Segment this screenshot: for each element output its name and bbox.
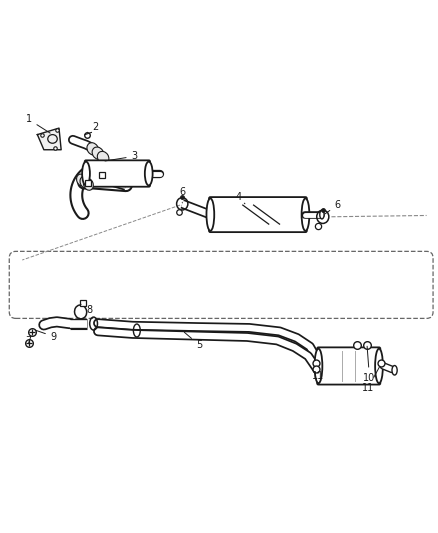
Text: 3: 3 bbox=[105, 151, 138, 161]
Ellipse shape bbox=[392, 366, 397, 375]
Ellipse shape bbox=[77, 174, 86, 186]
Text: 6: 6 bbox=[179, 187, 185, 203]
Ellipse shape bbox=[320, 211, 324, 219]
Ellipse shape bbox=[87, 143, 99, 155]
Ellipse shape bbox=[92, 147, 104, 159]
Text: 6: 6 bbox=[325, 200, 341, 214]
Ellipse shape bbox=[84, 179, 93, 190]
Polygon shape bbox=[37, 128, 61, 150]
Ellipse shape bbox=[80, 176, 90, 188]
Ellipse shape bbox=[206, 198, 214, 231]
Text: 10: 10 bbox=[364, 346, 376, 383]
Ellipse shape bbox=[82, 161, 90, 185]
Text: 8: 8 bbox=[81, 304, 92, 315]
Text: 1: 1 bbox=[26, 115, 50, 133]
FancyBboxPatch shape bbox=[317, 348, 380, 384]
Text: 4: 4 bbox=[235, 192, 245, 204]
Text: 5: 5 bbox=[184, 332, 203, 350]
Ellipse shape bbox=[302, 198, 309, 231]
Text: 11: 11 bbox=[362, 366, 380, 393]
Ellipse shape bbox=[145, 161, 152, 185]
Text: 9: 9 bbox=[35, 330, 57, 342]
Ellipse shape bbox=[97, 151, 109, 164]
Text: 11: 11 bbox=[312, 371, 325, 381]
Ellipse shape bbox=[314, 349, 322, 383]
FancyBboxPatch shape bbox=[209, 197, 307, 232]
Ellipse shape bbox=[375, 349, 383, 383]
FancyBboxPatch shape bbox=[85, 160, 150, 187]
Text: 7: 7 bbox=[25, 336, 32, 346]
Text: 2: 2 bbox=[87, 122, 99, 132]
